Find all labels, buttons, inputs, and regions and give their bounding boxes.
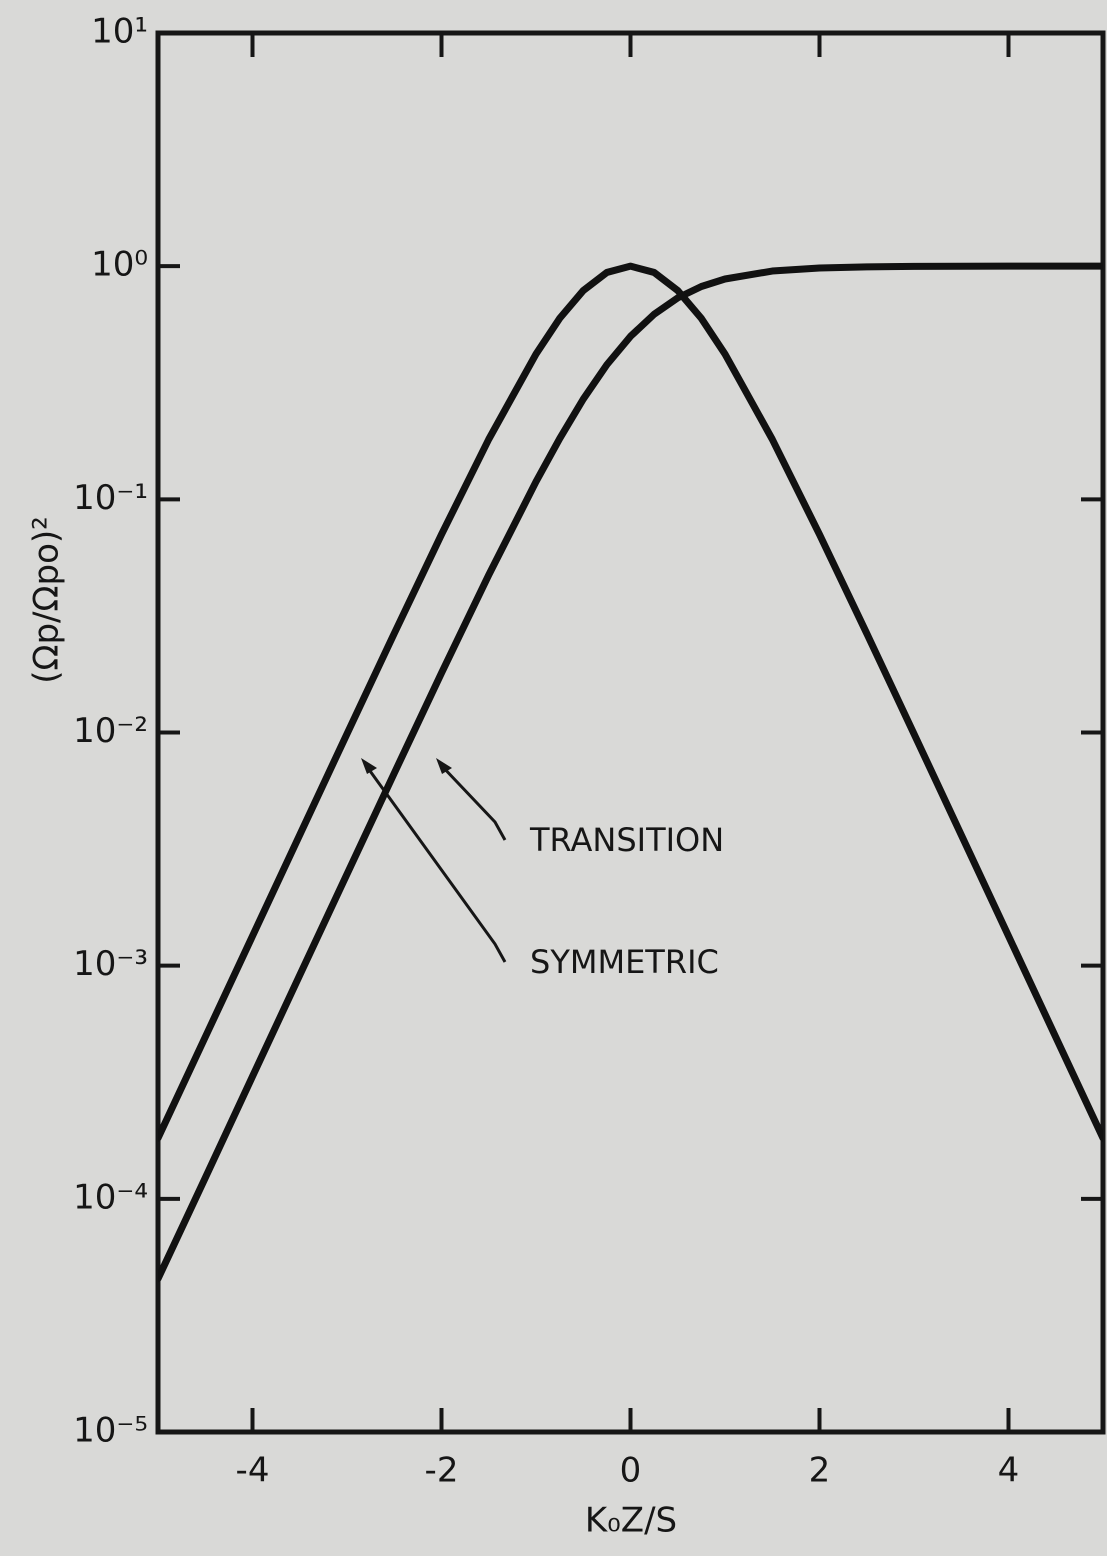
y-tick-label: 10⁻¹ [73,478,148,518]
x-axis-label: K₀Z/S [585,1501,677,1541]
y-tick-label: 10⁰ [91,245,148,285]
y-tick-label: 10⁻⁵ [73,1411,148,1451]
arrowhead [436,758,452,774]
x-tick-label: -2 [425,1451,459,1491]
x-tick-label: 0 [620,1451,642,1491]
y-tick-label: 10⁻³ [73,944,148,984]
x-tick-label: 4 [998,1451,1020,1491]
x-tick-label: -4 [236,1451,270,1491]
x-tick-label: 2 [809,1451,831,1491]
line-series [158,262,1103,1142]
y-tick-label: 10⁻⁴ [73,1177,148,1217]
annotation: SYMMETRIC [530,943,719,981]
annotation-arrow [363,763,507,963]
y-tick-label: 10¹ [91,12,148,52]
y-axis-label: (Ωp/Ωpo)² [27,516,67,684]
annotation: TRANSITION [529,821,724,859]
line-series [158,262,1103,1283]
annotation-arrow [438,762,507,841]
y-tick-label: 10⁻² [73,711,148,751]
arrowhead [361,758,377,774]
